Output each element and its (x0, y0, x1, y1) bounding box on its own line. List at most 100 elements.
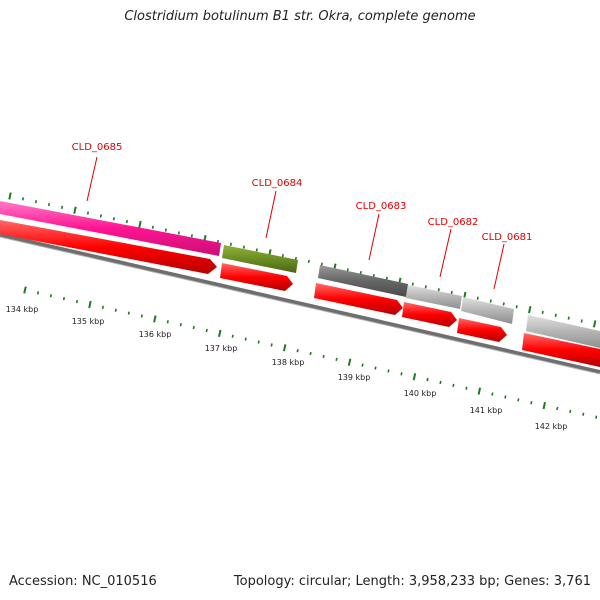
leader-CLD_0682 (439, 228, 452, 278)
minor-tick (281, 254, 284, 258)
minor-tick (374, 366, 377, 370)
gene-label-CLD_0684[interactable]: CLD_0684 (252, 178, 303, 189)
minor-tick (309, 351, 312, 356)
minor-tick (307, 259, 310, 263)
gene-label-CLD_0681[interactable]: CLD_0681 (482, 232, 533, 243)
major-tick (88, 300, 92, 309)
minor-tick (140, 314, 143, 318)
cds-arrow[interactable] (314, 283, 403, 315)
gene-label-CLD_0682[interactable]: CLD_0682 (428, 217, 479, 228)
minor-tick (47, 202, 51, 207)
minor-tick (75, 299, 79, 304)
scale-label: 137 kbp (205, 344, 238, 353)
minor-tick (554, 313, 557, 317)
cds-track (0, 220, 600, 367)
minor-tick (190, 234, 193, 238)
minor-tick (504, 395, 507, 399)
leader-CLD_0684 (265, 190, 277, 239)
gene-leader-lines (86, 156, 505, 290)
accession-text: Accession: NC_010516 (9, 574, 157, 589)
minor-tick (335, 357, 338, 361)
genome-summary-text: Topology: circular; Length: 3,958,233 bp… (233, 574, 591, 589)
scale-label: 135 kbp (72, 317, 105, 326)
scale-label: 134 kbp (6, 305, 39, 314)
minor-tick (112, 217, 116, 221)
cds-arrow[interactable] (457, 318, 507, 342)
major-tick (8, 192, 12, 200)
minor-tick (476, 296, 479, 300)
minor-tick (21, 197, 25, 201)
scale-labels: 134 kbp 135 kbp 136 kbp 137 kbp 138 kbp … (6, 305, 568, 431)
major-tick (23, 286, 27, 294)
minor-tick (244, 337, 247, 341)
major-tick (282, 344, 287, 352)
minor-tick (595, 415, 598, 419)
minor-tick (359, 271, 362, 275)
gene-bar-CLD_0684[interactable] (222, 245, 298, 273)
minor-tick (322, 354, 325, 359)
major-tick (592, 320, 597, 328)
gene-track (0, 201, 600, 348)
cds-arrow[interactable] (402, 302, 457, 327)
gene-bar-CLD_0682[interactable] (406, 285, 462, 309)
upper-tick-track (8, 192, 597, 328)
gene-labels: CLD_0685 CLD_0684 CLD_0683 CLD_0682 CLD_… (72, 142, 533, 243)
minor-tick (229, 242, 232, 246)
minor-tick (62, 297, 66, 301)
gene-label-CLD_0683[interactable]: CLD_0683 (356, 201, 407, 212)
gene-bar-CLD_0685[interactable] (0, 201, 221, 256)
minor-tick (166, 320, 169, 324)
cds-arrow[interactable] (522, 333, 600, 367)
minor-tick (294, 256, 297, 261)
minor-tick (192, 325, 195, 330)
minor-tick (60, 205, 64, 209)
minor-tick (387, 369, 390, 373)
minor-tick (101, 305, 104, 309)
major-tick (73, 206, 77, 214)
major-tick (347, 358, 352, 366)
major-tick (138, 220, 142, 229)
major-tick (528, 305, 532, 314)
cds-arrow[interactable] (220, 263, 293, 291)
major-tick (412, 373, 417, 381)
minor-tick (556, 406, 559, 411)
leader-CLD_0685 (86, 156, 98, 202)
minor-tick (530, 401, 533, 405)
minor-tick (424, 285, 427, 289)
minor-tick (465, 386, 468, 390)
scale-label: 139 kbp (338, 373, 371, 382)
minor-tick (205, 328, 208, 333)
minor-tick (346, 268, 349, 272)
minor-tick (411, 282, 414, 286)
minor-tick (569, 409, 572, 413)
gene-label-CLD_0685[interactable]: CLD_0685 (72, 142, 123, 153)
minor-tick (99, 214, 103, 218)
minor-tick (270, 343, 273, 347)
gene-bar-CLD_0681[interactable] (461, 297, 514, 324)
minor-tick (491, 392, 494, 396)
minor-tick (437, 288, 440, 292)
minor-tick (450, 290, 453, 295)
minor-tick (582, 412, 585, 416)
minor-tick (36, 291, 40, 295)
minor-tick (114, 308, 117, 312)
minor-tick (580, 319, 583, 323)
minor-tick (320, 262, 323, 266)
leader-CLD_0683 (368, 213, 380, 261)
scale-label: 142 kbp (535, 422, 568, 431)
minor-tick (231, 334, 234, 338)
lower-tick-track (23, 286, 598, 419)
cds-arrow[interactable] (0, 220, 217, 274)
minor-tick (125, 219, 129, 224)
minor-tick (242, 245, 245, 249)
minor-tick (567, 316, 570, 320)
minor-tick (515, 305, 518, 309)
gene-bar-CLD_0683[interactable] (318, 265, 408, 297)
major-tick (218, 329, 222, 338)
minor-tick (164, 228, 167, 232)
minor-tick (151, 225, 154, 229)
major-tick (153, 315, 157, 323)
gene-bar-unlabeled[interactable] (526, 315, 600, 348)
minor-tick (502, 302, 505, 306)
